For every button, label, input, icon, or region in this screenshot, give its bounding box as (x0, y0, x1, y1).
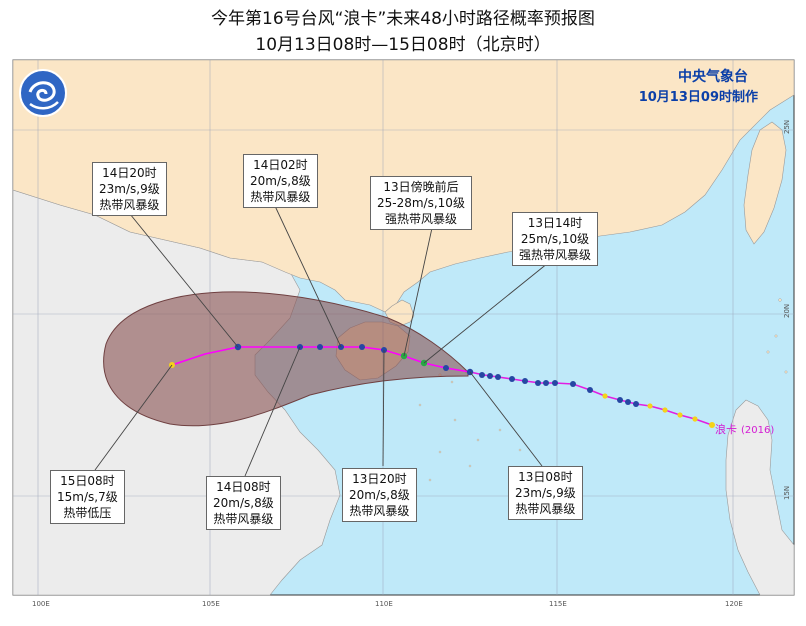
callout-time: 13日傍晚前后 (383, 180, 459, 194)
callout-time: 14日02时 (253, 158, 308, 172)
track-point-yellow (662, 407, 668, 413)
callout-wind: 15m/s,7级 (57, 490, 118, 504)
lat-label: 20N (783, 304, 791, 318)
track-point-yellow (602, 393, 608, 399)
track-point-yellow (647, 403, 653, 409)
track-point-blue (587, 387, 593, 393)
callout-time: 14日20时 (102, 166, 157, 180)
lat-label: 15N (783, 486, 791, 500)
lon-label: 115E (549, 600, 567, 608)
track-point-blue (522, 378, 528, 384)
callout-13d14: 13日14时 25m/s,10级 强热带风暴级 (512, 212, 599, 266)
callout-grade: 热带风暴级 (213, 512, 274, 526)
callout-time: 13日20时 (352, 472, 407, 486)
callout-grade: 强热带风暴级 (519, 248, 592, 262)
callout-grade: 热带风暴级 (515, 502, 576, 516)
track-point-blue (617, 397, 623, 403)
callout-time: 13日08时 (518, 470, 573, 484)
probability-cone (103, 291, 469, 427)
track-point-blue (479, 372, 485, 378)
callout-time: 14日08时 (216, 480, 271, 494)
callout-14d20: 14日20时 23m/s,9级 热带风暴级 (92, 162, 167, 216)
agency-name: 中央气象台 (678, 69, 748, 85)
callout-13d20: 13日20时 20m/s,8级 热带风暴级 (342, 468, 417, 522)
lon-label: 110E (375, 600, 393, 608)
callout-grade: 热带风暴级 (349, 504, 410, 518)
callout-grade: 热带风暴级 (250, 190, 311, 204)
typhoon-number: (2016) (741, 425, 775, 436)
track-point-yellow (677, 412, 683, 418)
track-point-blue (543, 380, 549, 386)
callout-14d02: 14日02时 20m/s,8级 热带风暴级 (243, 154, 318, 208)
callout-14d08: 14日08时 20m/s,8级 热带风暴级 (206, 476, 281, 530)
callout-grade: 热带风暴级 (99, 198, 160, 212)
issued-time: 10月13日09时制作 (638, 90, 758, 105)
callout-wind: 20m/s,8级 (213, 496, 274, 510)
callout-15d08: 15日08时 15m/s,7级 热带低压 (50, 470, 125, 524)
callout-wind: 23m/s,9级 (515, 486, 576, 500)
track-point-blue (535, 380, 541, 386)
lat-label: 25N (783, 120, 791, 134)
track-point-blue (443, 365, 449, 371)
lon-label: 105E (202, 600, 220, 608)
map-title: 今年第16号台风“浪卡”未来48小时路径概率预报图 (211, 9, 595, 29)
track-point-blue (509, 376, 515, 382)
typhoon-name-label: 浪卡 (2016) (715, 421, 774, 437)
track-point-blue (633, 401, 639, 407)
callout-grade: 热带低压 (63, 506, 112, 520)
callout-time: 13日14时 (527, 216, 583, 230)
callout-wind: 23m/s,9级 (99, 182, 160, 196)
callout-13d08: 13日08时 23m/s,9级 热带风暴级 (508, 466, 583, 520)
track-point-blue (359, 344, 365, 350)
callout-time: 15日08时 (60, 474, 115, 488)
callout-wind: 20m/s,8级 (349, 488, 410, 502)
cma-logo-icon (19, 69, 67, 117)
callout-wind: 25-28m/s,10级 (377, 196, 465, 210)
track-point-yellow (709, 422, 715, 428)
callout-leaders (94, 205, 549, 477)
lon-label: 100E (32, 600, 50, 608)
forecast-track (171, 346, 471, 373)
callout-grade: 强热带风暴级 (384, 212, 457, 226)
callout-wind: 20m/s,8级 (250, 174, 311, 188)
track-point-blue (317, 344, 323, 350)
track-point-blue (487, 373, 493, 379)
track-point-yellow (692, 416, 698, 422)
track-point-blue (570, 381, 576, 387)
observed-points (466, 368, 715, 428)
track-point-blue (625, 399, 631, 405)
callout-13dusk: 13日傍晚前后 25-28m/s,10级 强热带风暴级 (370, 176, 472, 230)
map-subtitle: 10月13日08时—15日08时（北京时） (255, 35, 551, 55)
luzon-land (725, 399, 795, 596)
track-point-blue (495, 374, 501, 380)
lon-label: 120E (725, 600, 743, 608)
callout-wind: 25m/s,10级 (520, 232, 590, 246)
typhoon-name: 浪卡 (715, 423, 737, 436)
track-point-blue (552, 380, 558, 386)
